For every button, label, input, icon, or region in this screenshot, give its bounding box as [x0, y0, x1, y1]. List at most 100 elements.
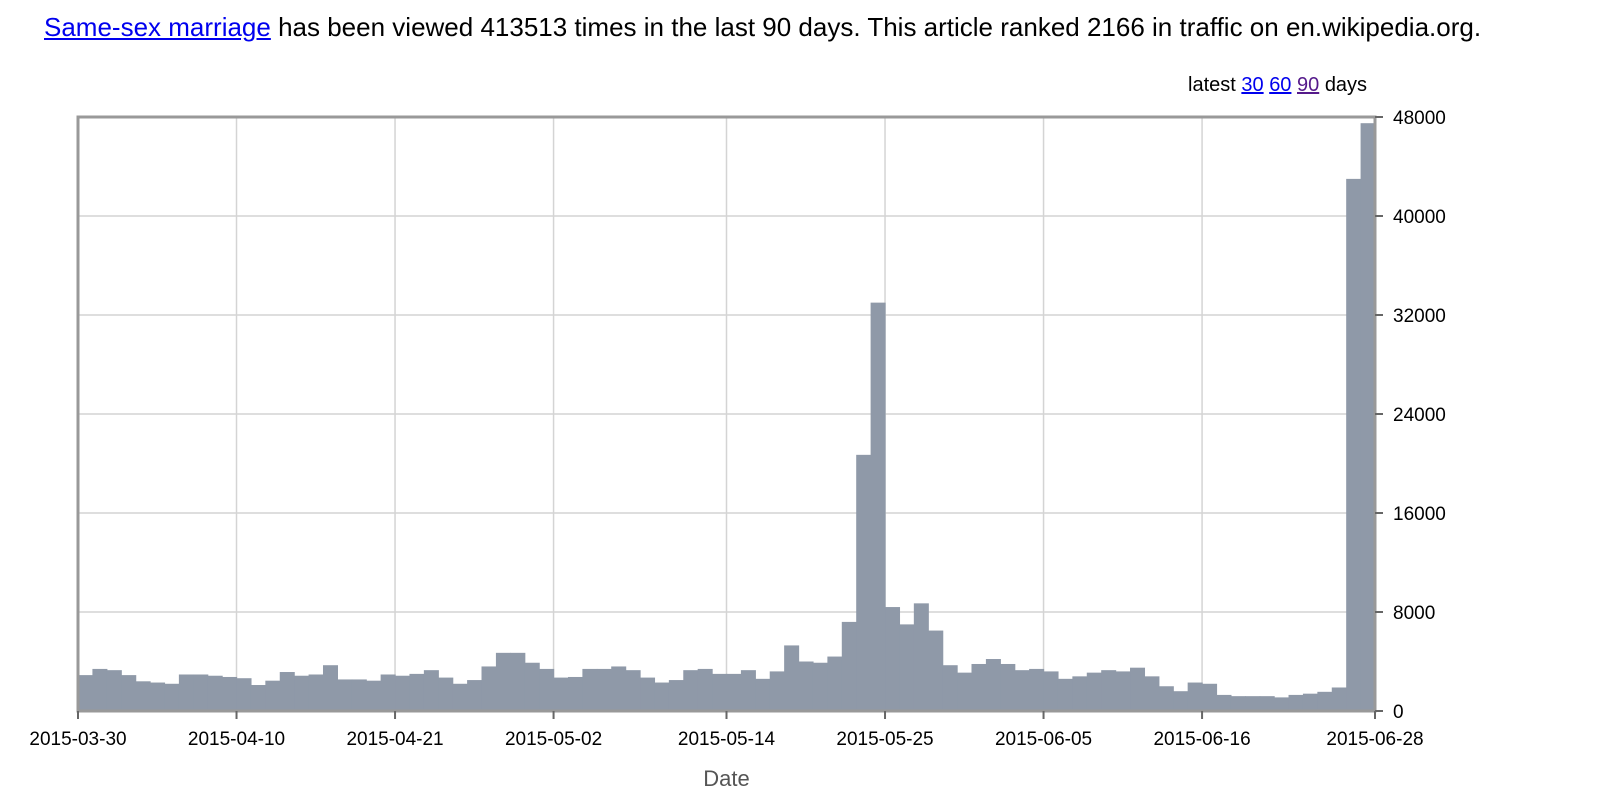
bar	[1360, 123, 1376, 711]
bar	[971, 663, 987, 711]
range-selector: latest 30 60 90 days	[1188, 74, 1367, 97]
bar	[611, 666, 627, 711]
bar	[337, 679, 353, 711]
bar	[1245, 696, 1261, 711]
x-tick-label: 2015-05-25	[836, 729, 933, 750]
x-tick-label: 2015-04-10	[188, 729, 285, 750]
bar	[1317, 691, 1333, 711]
y-tick-label: 16000	[1393, 504, 1446, 525]
bar	[1202, 683, 1218, 711]
y-tick-label: 48000	[1393, 108, 1446, 129]
bar	[150, 682, 166, 711]
bar	[1144, 676, 1160, 711]
bar	[1274, 697, 1290, 711]
bar	[1173, 691, 1189, 711]
bar	[726, 673, 742, 712]
bar	[812, 662, 828, 711]
bar	[769, 671, 785, 711]
bar	[856, 454, 872, 711]
bar	[510, 652, 526, 711]
bar	[625, 670, 641, 711]
range-30-link[interactable]: 30	[1241, 74, 1264, 96]
x-axis-label: Date	[703, 766, 749, 791]
bar	[1029, 668, 1045, 711]
bar	[78, 675, 94, 711]
y-tick-label: 24000	[1393, 405, 1446, 426]
bar	[1288, 694, 1304, 711]
bar	[668, 680, 684, 711]
x-axis: 2015-03-30 2015-04-10 2015-04-21 2015-05-02…	[29, 711, 1424, 750]
bar	[567, 676, 583, 711]
bar	[423, 670, 439, 711]
bar	[135, 681, 151, 711]
y-tick-label: 40000	[1393, 207, 1446, 228]
bar	[1115, 671, 1131, 711]
bar	[308, 674, 324, 711]
headline: Same-sex marriage has been viewed 413513…	[44, 12, 1481, 43]
bar	[1086, 672, 1102, 711]
bar	[697, 668, 713, 711]
y-tick-label: 8000	[1393, 603, 1435, 624]
bar	[899, 624, 915, 712]
grid	[78, 117, 1375, 711]
bar	[596, 668, 612, 711]
bar	[294, 675, 310, 711]
bar	[1130, 667, 1146, 711]
bar	[1014, 670, 1030, 711]
bar	[1230, 696, 1246, 711]
x-tick-label: 2015-05-14	[678, 729, 776, 750]
range-60-link[interactable]: 60	[1269, 74, 1292, 96]
x-tick-label: 2015-05-02	[505, 729, 602, 750]
bar	[942, 665, 958, 711]
bars	[78, 123, 1376, 712]
bar	[798, 661, 814, 711]
bar	[582, 668, 598, 711]
bar	[683, 670, 699, 711]
bar	[322, 665, 338, 711]
bar	[524, 662, 540, 711]
y-tick-label: 0	[1393, 702, 1404, 723]
bar	[784, 645, 800, 711]
article-link[interactable]: Same-sex marriage	[44, 12, 271, 42]
bar	[740, 670, 756, 711]
bar	[985, 659, 1001, 711]
bar	[467, 680, 483, 711]
bar	[1302, 693, 1318, 711]
bar	[1000, 663, 1016, 711]
bar	[913, 603, 929, 711]
bar	[106, 670, 122, 711]
range-prefix: latest	[1188, 74, 1236, 96]
bar	[1216, 694, 1232, 711]
bar	[452, 683, 468, 711]
bar	[1072, 676, 1088, 711]
bar	[1331, 687, 1347, 711]
bar	[1187, 682, 1203, 711]
bar	[380, 674, 396, 711]
range-90-link[interactable]: 90	[1297, 74, 1320, 96]
bar	[827, 656, 843, 711]
x-tick-label: 2015-03-30	[29, 729, 126, 750]
bar	[885, 607, 901, 711]
bar	[279, 672, 295, 711]
bar	[265, 680, 281, 711]
y-axis: 0 8000 16000 24000 32000 40000 48000	[1375, 108, 1446, 723]
bar	[495, 652, 511, 711]
bar	[1043, 671, 1059, 711]
x-tick-label: 2015-04-21	[346, 729, 443, 750]
bar	[222, 676, 238, 711]
bar	[178, 674, 194, 711]
x-tick-label: 2015-06-28	[1326, 729, 1423, 750]
x-tick-label: 2015-06-05	[995, 729, 1092, 750]
range-suffix: days	[1324, 74, 1368, 96]
bar	[712, 673, 728, 712]
bar	[409, 673, 425, 712]
bar	[841, 621, 857, 711]
bar	[1158, 686, 1174, 711]
x-tick-label: 2015-06-16	[1153, 729, 1250, 750]
headline-summary: has been viewed 413513 times in the last…	[270, 12, 1482, 42]
bar	[193, 674, 209, 711]
bar	[539, 668, 555, 711]
bar	[250, 685, 266, 711]
bar	[121, 675, 137, 711]
bar	[654, 682, 670, 711]
